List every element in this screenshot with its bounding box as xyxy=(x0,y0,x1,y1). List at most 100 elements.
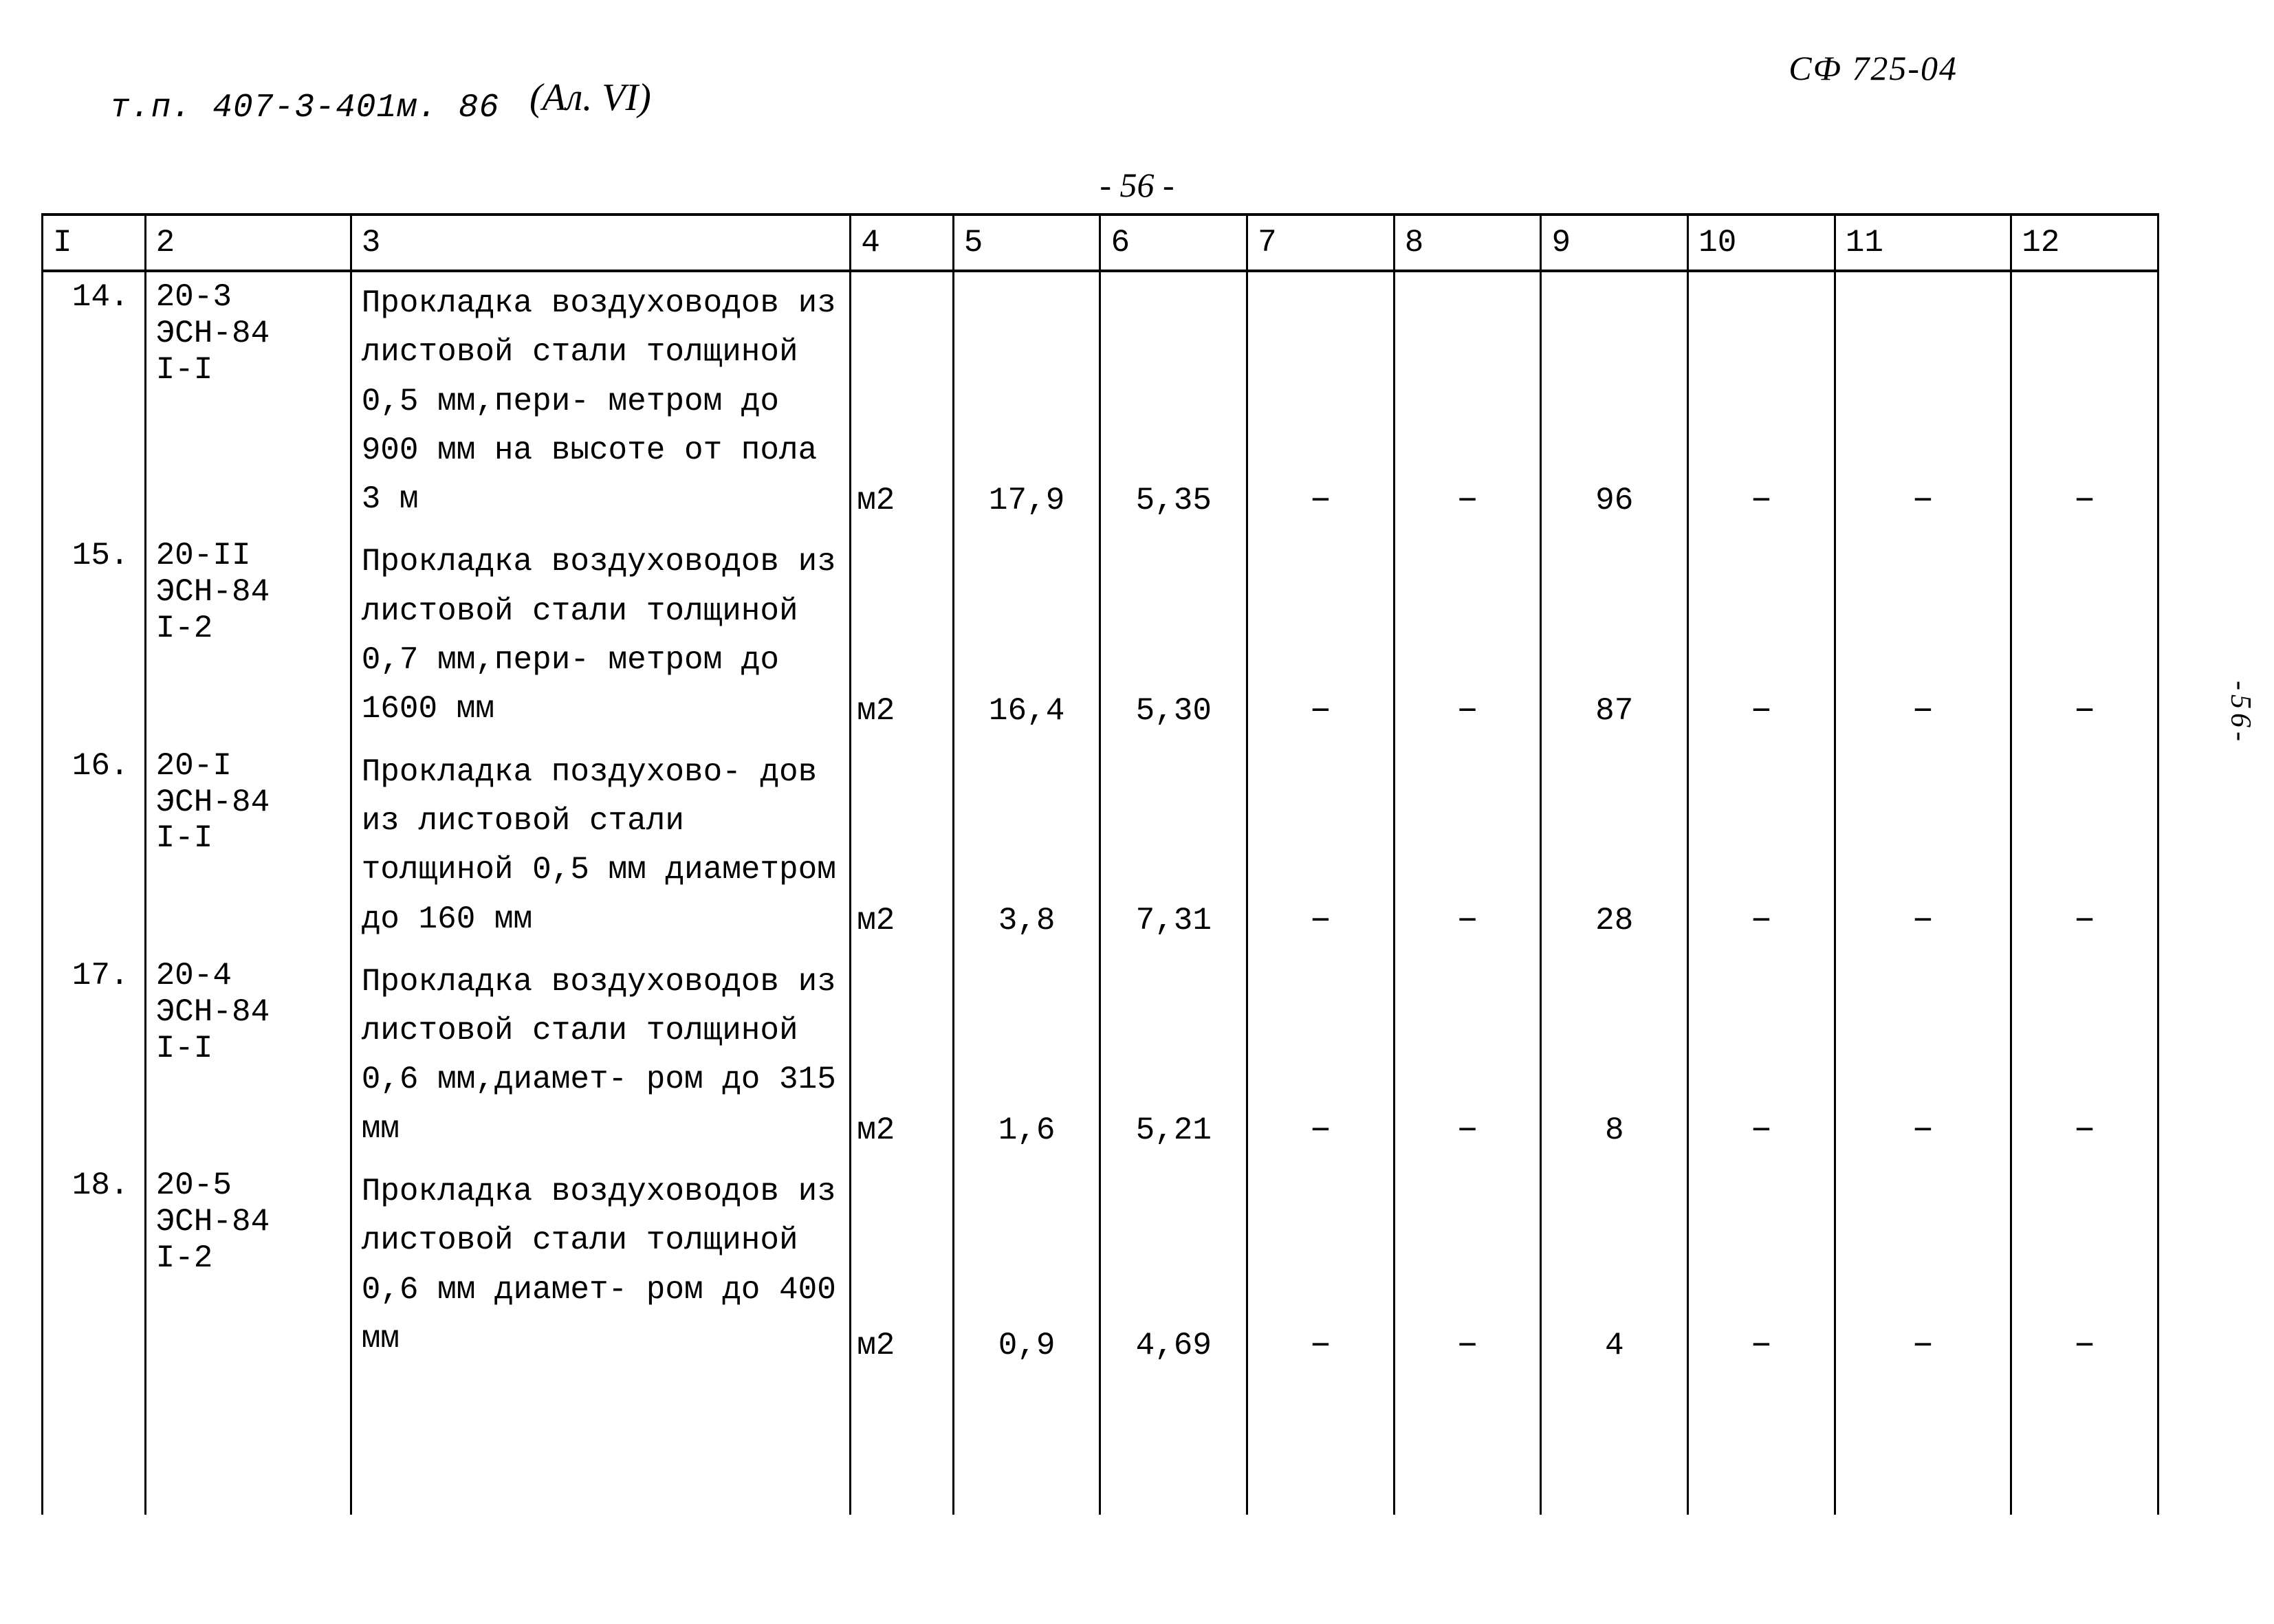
dash-icon: – xyxy=(1912,479,1934,520)
dash-icon: – xyxy=(1456,1324,1478,1365)
dash-icon: – xyxy=(2073,689,2095,731)
dash-icon: – xyxy=(2073,1324,2095,1365)
table-body: 14.20-3ЭСН-84I-IПрокладка воздуховодов и… xyxy=(43,271,2158,1515)
col-header: 3 xyxy=(351,215,851,271)
cell-c9: 4 xyxy=(1541,1161,1688,1515)
row-unit: м2 xyxy=(851,1161,954,1515)
row-description: Прокладка воздуховодов из листовой стали… xyxy=(351,271,851,531)
row-code: 20-5ЭСН-84I-2 xyxy=(145,1161,351,1515)
cell-c8: – xyxy=(1394,951,1541,1161)
dash-icon: – xyxy=(1912,689,1934,731)
cell-c7: – xyxy=(1247,531,1395,740)
cell-c6: 5,21 xyxy=(1100,951,1247,1161)
header-album-ref: (Ал. VI) xyxy=(529,76,651,120)
dash-icon: – xyxy=(1750,479,1772,520)
cell-c12: – xyxy=(2011,741,2158,951)
page-number-top: - 56 - xyxy=(1100,165,1174,205)
col-header: 12 xyxy=(2011,215,2158,271)
dash-icon: – xyxy=(1912,1108,1934,1150)
code-line: I-I xyxy=(156,820,340,857)
dash-icon: – xyxy=(1750,1324,1772,1365)
dash-icon: – xyxy=(1456,1108,1478,1150)
dash-icon: – xyxy=(1750,689,1772,731)
dash-icon: – xyxy=(1456,479,1478,520)
cell-c10: – xyxy=(1688,1161,1835,1515)
code-line: I-I xyxy=(156,1031,340,1067)
row-unit: м2 xyxy=(851,531,954,740)
code-line: I-2 xyxy=(156,1240,340,1277)
row-code: 20-4ЭСН-84I-I xyxy=(145,951,351,1161)
row-unit: м2 xyxy=(851,741,954,951)
dash-icon: – xyxy=(1912,899,1934,941)
cell-c12: – xyxy=(2011,531,2158,740)
header-doc-code: СФ 725-04 xyxy=(1789,48,1958,88)
dash-icon: – xyxy=(1309,1108,1331,1150)
cell-c5: 1,6 xyxy=(953,951,1100,1161)
row-code: 20-3ЭСН-84I-I xyxy=(145,271,351,531)
cell-c8: – xyxy=(1394,271,1541,531)
col-header: 7 xyxy=(1247,215,1395,271)
cell-c9: 28 xyxy=(1541,741,1688,951)
dash-icon: – xyxy=(1309,689,1331,731)
row-number: 17. xyxy=(43,951,146,1161)
code-line: 20-3 xyxy=(156,279,340,316)
dash-icon: – xyxy=(1309,899,1331,941)
cell-c7: – xyxy=(1247,271,1395,531)
cell-c7: – xyxy=(1247,1161,1395,1515)
dash-icon: – xyxy=(1456,689,1478,731)
cell-c12: – xyxy=(2011,271,2158,531)
col-header: 8 xyxy=(1394,215,1541,271)
code-line: I-I xyxy=(156,352,340,388)
cell-c12: – xyxy=(2011,951,2158,1161)
cell-c11: – xyxy=(1835,271,2011,531)
cell-c9: 8 xyxy=(1541,951,1688,1161)
cell-c7: – xyxy=(1247,951,1395,1161)
col-header: I xyxy=(43,215,146,271)
row-unit: м2 xyxy=(851,951,954,1161)
dash-icon: – xyxy=(1456,899,1478,941)
row-description: Прокладка воздуховодов из листовой стали… xyxy=(351,951,851,1161)
cell-c11: – xyxy=(1835,951,2011,1161)
col-header: 10 xyxy=(1688,215,1835,271)
table-header-row: I 2 3 4 5 6 7 8 9 10 11 12 xyxy=(43,215,2158,271)
dash-icon: – xyxy=(1309,479,1331,520)
spec-table: I 2 3 4 5 6 7 8 9 10 11 12 14.20-3ЭСН-84… xyxy=(41,213,2159,1515)
dash-icon: – xyxy=(1912,1324,1934,1365)
row-description: Прокладка воздуховодов из листовой стали… xyxy=(351,531,851,740)
col-header: 11 xyxy=(1835,215,2011,271)
row-unit: м2 xyxy=(851,271,954,531)
col-header: 6 xyxy=(1100,215,1247,271)
cell-c10: – xyxy=(1688,531,1835,740)
col-header: 5 xyxy=(953,215,1100,271)
cell-c6: 5,30 xyxy=(1100,531,1247,740)
code-line: 20-5 xyxy=(156,1167,340,1204)
cell-c5: 17,9 xyxy=(953,271,1100,531)
cell-c6: 7,31 xyxy=(1100,741,1247,951)
cell-c5: 3,8 xyxy=(953,741,1100,951)
cell-c10: – xyxy=(1688,741,1835,951)
code-line: ЭСН-84 xyxy=(156,316,340,352)
code-line: 20-II xyxy=(156,538,340,574)
cell-c7: – xyxy=(1247,741,1395,951)
code-line: ЭСН-84 xyxy=(156,1204,340,1240)
cell-c8: – xyxy=(1394,1161,1541,1515)
dash-icon: – xyxy=(1750,1108,1772,1150)
row-number: 16. xyxy=(43,741,146,951)
row-number: 14. xyxy=(43,271,146,531)
dash-icon: – xyxy=(1750,899,1772,941)
cell-c11: – xyxy=(1835,1161,2011,1515)
cell-c11: – xyxy=(1835,531,2011,740)
col-header: 9 xyxy=(1541,215,1688,271)
row-number: 15. xyxy=(43,531,146,740)
code-line: ЭСН-84 xyxy=(156,574,340,611)
cell-c8: – xyxy=(1394,531,1541,740)
table-row: 14.20-3ЭСН-84I-IПрокладка воздуховодов и… xyxy=(43,271,2158,531)
cell-c8: – xyxy=(1394,741,1541,951)
row-description: Прокладка поздухово- дов из листовой ста… xyxy=(351,741,851,951)
table-row: 15.20-IIЭСН-84I-2Прокладка воздуховодов … xyxy=(43,531,2158,740)
document-page: т.п. 407-3-401м. 86 (Ал. VI) СФ 725-04 -… xyxy=(0,0,2274,1624)
dash-icon: – xyxy=(2073,1108,2095,1150)
dash-icon: – xyxy=(2073,479,2095,520)
cell-c9: 96 xyxy=(1541,271,1688,531)
col-header: 2 xyxy=(145,215,351,271)
